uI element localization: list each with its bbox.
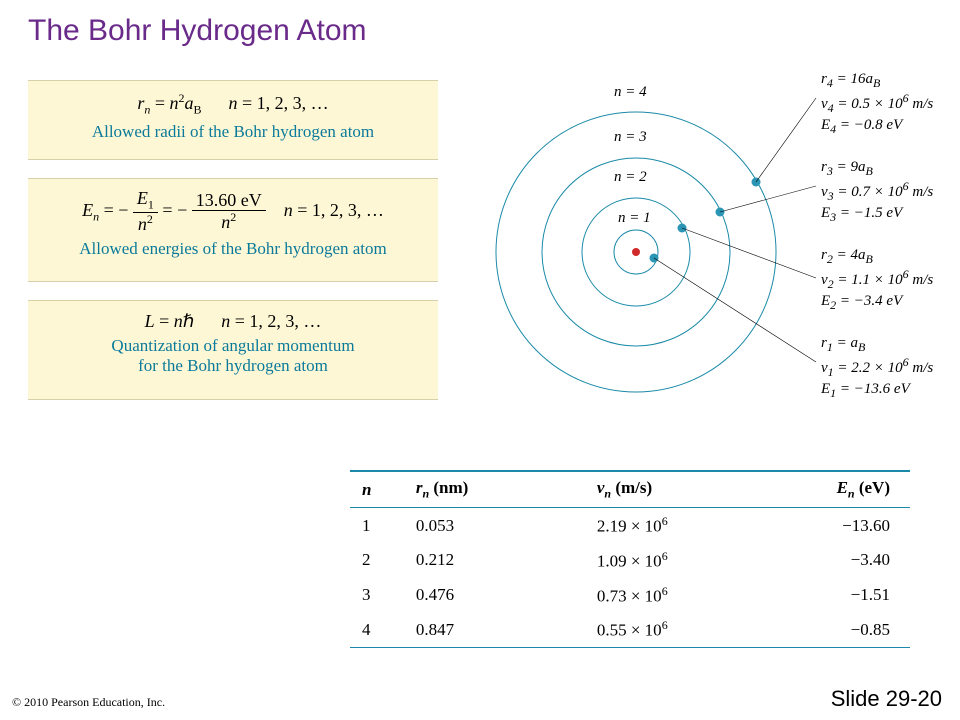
formula-text: En = − E1n2 = − 13.60 eVn2 n = 1, 2, 3, … [36, 189, 430, 235]
table-cell: 0.053 [404, 508, 527, 543]
table-header: En (eV) [773, 471, 910, 508]
table-cell: 0.73 × 106 [527, 578, 773, 613]
table-cell: 3 [350, 578, 404, 613]
page-title: The Bohr Hydrogen Atom [28, 14, 367, 48]
formula-caption: Quantization of angular momentumfor the … [36, 336, 430, 376]
formula-caption: Allowed radii of the Bohr hydrogen atom [36, 122, 430, 142]
formula-box: L = nℏ n = 1, 2, 3, … Quantization of ang… [28, 300, 438, 400]
svg-text:n = 2: n = 2 [614, 169, 647, 185]
svg-text:n = 4: n = 4 [614, 84, 647, 100]
level-annotation: r3 = 9aBv3 = 0.7 × 106 m/sE3 = −1.5 eV [821, 158, 946, 225]
table-row: 10.0532.19 × 106−13.60 [350, 508, 910, 543]
copyright-text: © 2010 Pearson Education, Inc. [12, 695, 165, 710]
slide-number: Slide 29-20 [831, 686, 942, 712]
table-header: rn (nm) [404, 471, 527, 508]
svg-text:n = 1: n = 1 [618, 210, 651, 226]
table-cell: 2 [350, 543, 404, 578]
table-cell: 2.19 × 106 [527, 508, 773, 543]
table-cell: 0.847 [404, 612, 527, 647]
table-cell: 0.212 [404, 543, 527, 578]
table-cell: −3.40 [773, 543, 910, 578]
table-header: vn (m/s) [527, 471, 773, 508]
table-cell: −0.85 [773, 612, 910, 647]
table-cell: 0.476 [404, 578, 527, 613]
table-cell: 1 [350, 508, 404, 543]
table-cell: −1.51 [773, 578, 910, 613]
table-cell: 0.55 × 106 [527, 612, 773, 647]
table-cell: −13.60 [773, 508, 910, 543]
formula-box: En = − E1n2 = − 13.60 eVn2 n = 1, 2, 3, … [28, 178, 438, 282]
table-row: 20.2121.09 × 106−3.40 [350, 543, 910, 578]
table-cell: 4 [350, 612, 404, 647]
levels-table: nrn (nm)vn (m/s)En (eV) 10.0532.19 × 106… [350, 470, 910, 648]
formula-box: rn = n2aB n = 1, 2, 3, … Allowed radii of… [28, 80, 438, 160]
level-annotation: r1 = aBv1 = 2.2 × 106 m/sE1 = −13.6 eV [821, 334, 946, 401]
svg-text:n = 3: n = 3 [614, 129, 647, 145]
formula-caption: Allowed energies of the Bohr hydrogen at… [36, 239, 430, 259]
level-annotation: r4 = 16aBv4 = 0.5 × 106 m/sE4 = −0.8 eV [821, 70, 946, 137]
bohr-orbit-diagram: n = 1 n = 2 n = 3 n = 4 r4 = 16aBv4 = 0.5 × … [466, 62, 946, 442]
formula-text: L = nℏ n = 1, 2, 3, … [36, 311, 430, 332]
level-annotation: r2 = 4aBv2 = 1.1 × 106 m/sE2 = −3.4 eV [821, 246, 946, 313]
table-row: 40.8470.55 × 106−0.85 [350, 612, 910, 647]
table-cell: 1.09 × 106 [527, 543, 773, 578]
table-header: n [350, 471, 404, 508]
formula-text: rn = n2aB n = 1, 2, 3, … [36, 91, 430, 118]
table-row: 30.4760.73 × 106−1.51 [350, 578, 910, 613]
